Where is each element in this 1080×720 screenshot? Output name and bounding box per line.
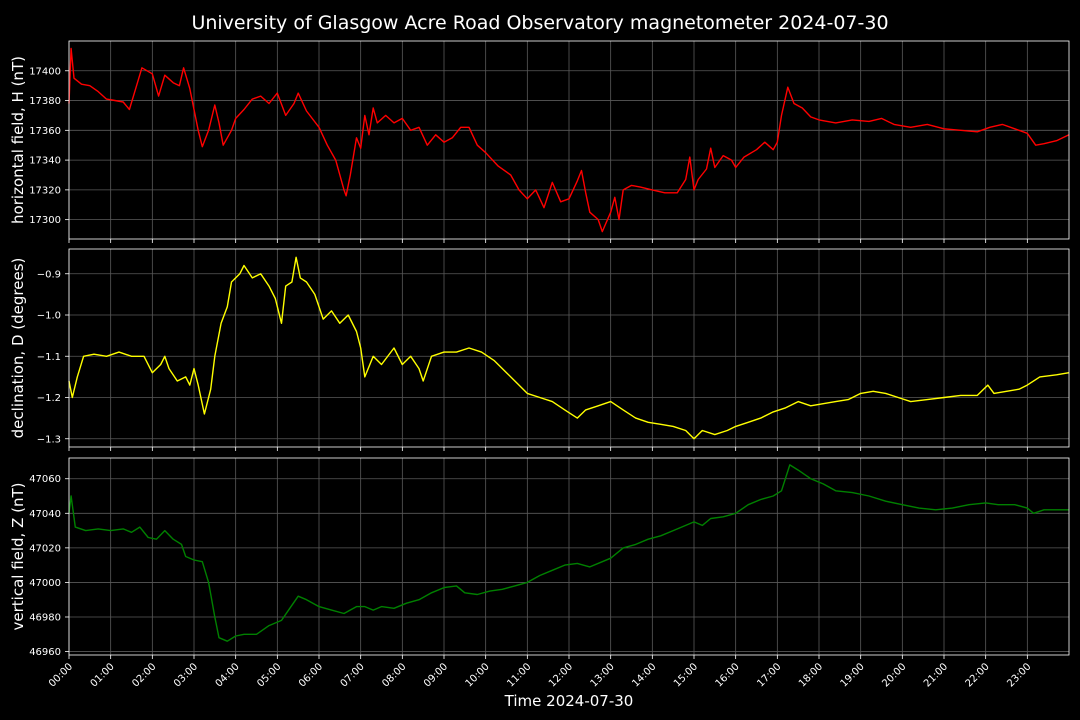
series-line	[68, 256, 1070, 440]
grid-lines	[68, 458, 1069, 655]
series-line	[68, 47, 1070, 233]
y-tick-label: 17320	[29, 185, 61, 196]
y-tick-label: −0.9	[37, 269, 61, 280]
y-tick-label: 17380	[29, 96, 61, 107]
y-axis-label: horizontal field, H (nT)	[9, 56, 27, 224]
horizontal-field-panel: 17300 17320 17340 17360 17380 17400horizontal…	[9, 40, 1070, 243]
chart-title: University of Glasgow Acre Road Observat…	[191, 12, 888, 34]
y-tick-label: 17340	[29, 156, 61, 167]
grid-lines	[68, 249, 1069, 447]
series-line	[68, 464, 1069, 642]
y-tick-label: −1.0	[37, 311, 61, 322]
y-tick-label: 47040	[29, 509, 61, 520]
y-axis-label: declination, D (degrees)	[9, 258, 27, 439]
y-tick-label: 17360	[29, 126, 61, 137]
grid-lines	[68, 41, 1069, 239]
y-tick-label: 46960	[29, 647, 61, 658]
y-tick-label: −1.3	[37, 434, 61, 445]
y-tick-label: 47000	[29, 578, 61, 589]
y-tick-label: −1.1	[37, 352, 61, 363]
y-axis-label: vertical field, Z (nT)	[9, 482, 27, 630]
y-tick-label: 46980	[29, 612, 61, 623]
y-tick-label: 17400	[29, 66, 61, 77]
y-tick-label: 47020	[29, 543, 61, 554]
y-tick-label: 17300	[29, 215, 61, 226]
y-tick-label: −1.2	[37, 393, 61, 404]
declination-panel: −1.3 −1.2 −1.1 −1.0 −0.9 declination, D (degr…	[9, 248, 1070, 451]
y-tick-label: 47060	[29, 474, 61, 485]
x-axis-label: Time 2024-07-30	[504, 692, 634, 710]
